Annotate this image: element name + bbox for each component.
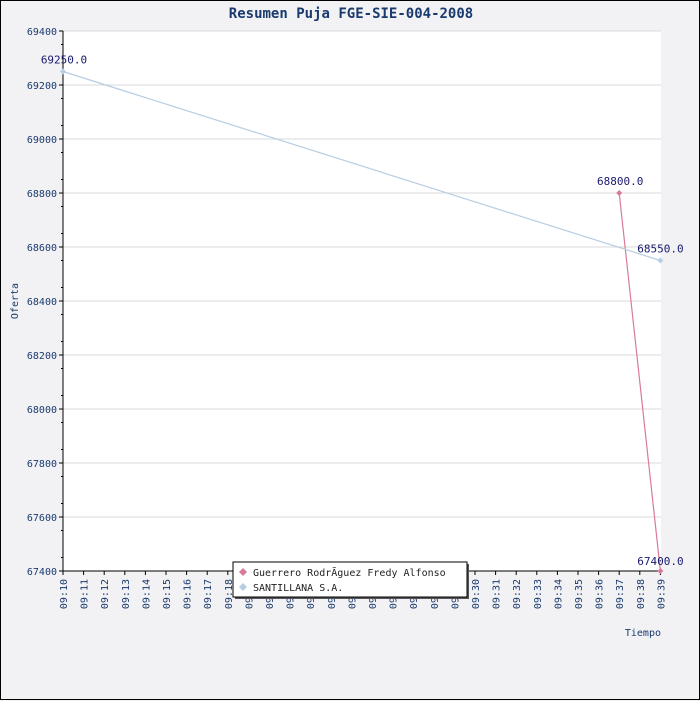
- y-axis-label: Oferta: [10, 283, 21, 319]
- x-tick-label: 09:31: [492, 579, 503, 609]
- data-label: 68800.0: [597, 175, 643, 188]
- x-tick-label: 09:33: [533, 579, 544, 609]
- data-label: 68550.0: [637, 243, 683, 256]
- y-tick-label: 68000: [27, 405, 57, 416]
- series-line: [62, 70, 661, 262]
- x-tick-label: 09:10: [59, 579, 70, 609]
- x-tick-label: 09:11: [80, 579, 91, 609]
- y-tick-label: 69400: [27, 27, 57, 38]
- y-tick-label: 68200: [27, 351, 57, 362]
- x-axis-label: Tiempo: [625, 628, 661, 639]
- x-tick-label: 09:17: [203, 579, 214, 609]
- data-point-marker: [616, 190, 623, 196]
- data-point-marker: [60, 68, 66, 75]
- chart-title: Resumen Puja FGE-SIE-004-2008: [229, 6, 473, 22]
- legend-box: [232, 561, 468, 598]
- legend-entry: SANTILLANA S.A.: [253, 583, 343, 594]
- y-tick-label: 68600: [27, 243, 57, 254]
- y-tick-label: 67400: [27, 567, 57, 578]
- data-label: 69250.0: [41, 54, 87, 67]
- data-label: 67400.0: [637, 555, 683, 568]
- x-tick-label: 09:18: [224, 579, 235, 609]
- x-tick-label: 09:38: [636, 579, 647, 609]
- legend-swatch: [239, 568, 247, 576]
- x-tick-label: 09:36: [595, 579, 606, 609]
- x-tick-label: 09:13: [121, 579, 132, 609]
- y-tick-label: 68800: [27, 189, 57, 200]
- x-tick-label: 09:39: [656, 579, 667, 609]
- x-tick-label: 09:16: [183, 579, 194, 609]
- x-tick-label: 09:15: [162, 579, 173, 609]
- y-tick-label: 69000: [27, 135, 57, 146]
- x-tick-label: 09:32: [512, 579, 523, 609]
- series-line: [618, 192, 661, 572]
- y-tick-label: 67600: [27, 513, 57, 524]
- legend: Guerrero RodrÃ­guez Fredy Alfonso SANTILL…: [232, 561, 469, 599]
- y-tick-label: 69200: [27, 81, 57, 92]
- x-tick-label: 09:12: [100, 579, 111, 609]
- x-tick-label: 09:35: [574, 579, 585, 609]
- y-tick-label: 68400: [27, 297, 57, 308]
- x-tick-label: 09:37: [615, 579, 626, 609]
- data-point-marker: [657, 257, 664, 264]
- legend-entry: Guerrero RodrÃ­guez Fredy Alfonso: [253, 566, 446, 579]
- x-tick-label: 09:34: [553, 579, 564, 609]
- legend-swatch: [239, 583, 247, 591]
- y-tick-label: 67800: [27, 459, 57, 470]
- x-tick-label: 09:14: [141, 579, 152, 609]
- x-tick-label: 09:30: [471, 579, 482, 609]
- data-point-marker: [657, 568, 664, 574]
